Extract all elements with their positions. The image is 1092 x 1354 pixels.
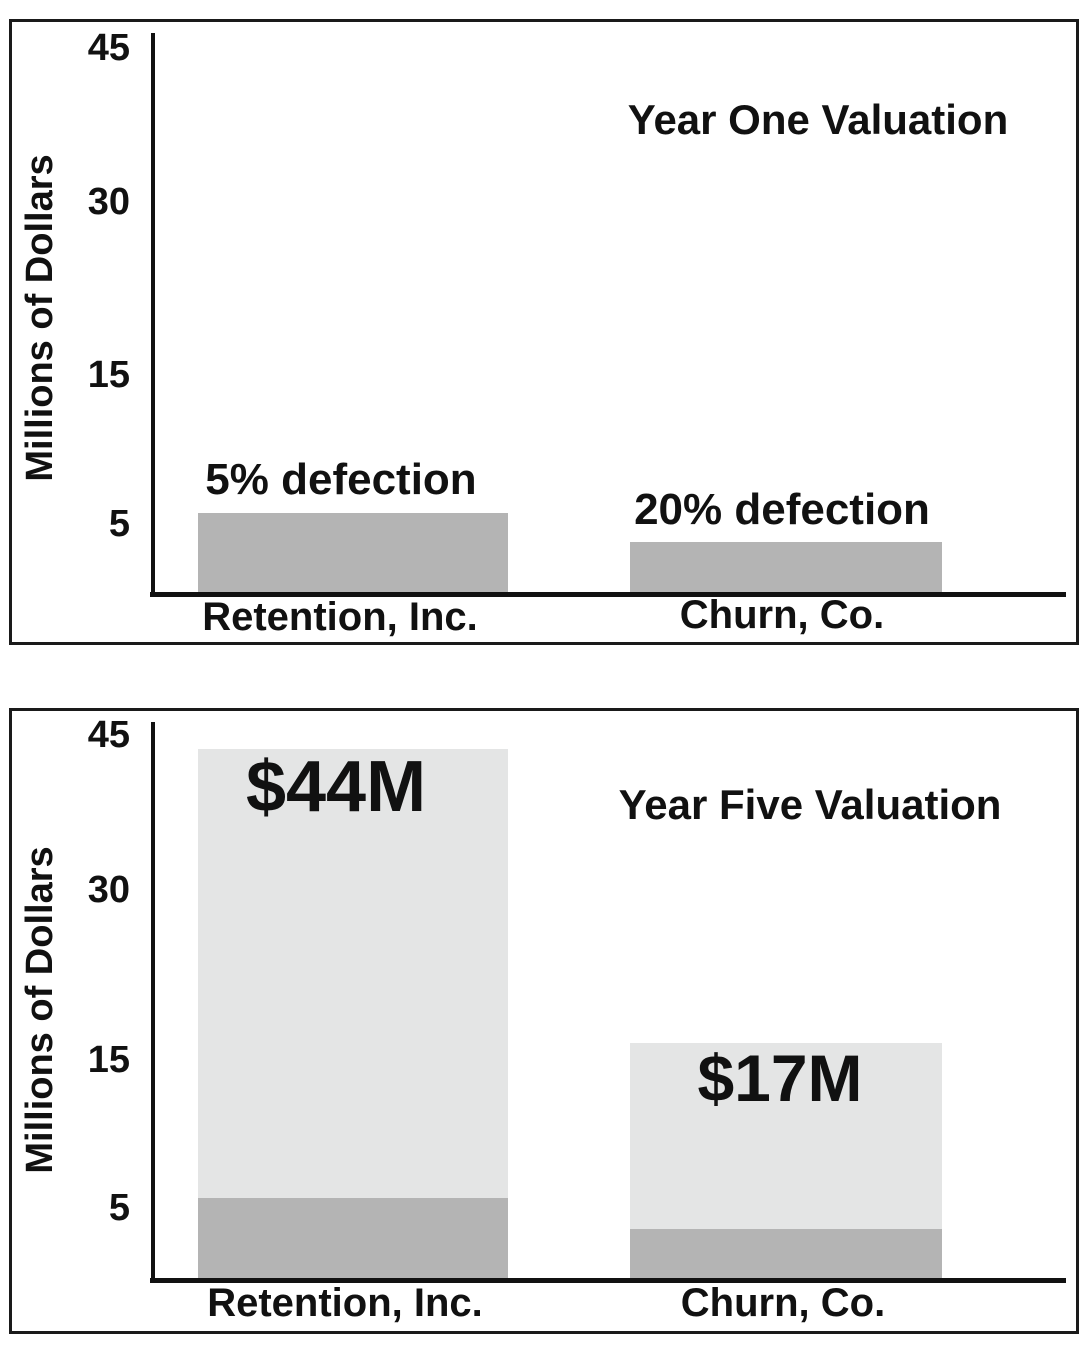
x-label-churn-co: Churn, Co.: [679, 593, 885, 637]
y-tick-15: 15: [87, 354, 130, 396]
y-axis-title: Millions of Dollars: [19, 154, 61, 482]
bar-annotation-17m: $17M: [697, 1041, 863, 1115]
bar-retention-inc: [198, 513, 508, 592]
y-axis-line: [151, 33, 155, 594]
y-tick-45: 45: [87, 714, 130, 756]
x-axis-line: [150, 592, 1066, 597]
x-label-churn-co: Churn, Co.: [680, 1281, 886, 1325]
stacked-bar-retention-inc: [198, 749, 508, 1278]
stacked-bar-churn-co: [630, 1043, 942, 1278]
chart-title: Year One Valuation: [627, 96, 1009, 143]
chart-plot-area: Millions of Dollars 45 30 15 5 Year Five…: [12, 711, 1076, 1331]
y-tick-30: 30: [87, 869, 130, 911]
y-axis-line: [151, 722, 155, 1280]
chart-plot-area: Millions of Dollars 45 30 15 5 Year One …: [12, 22, 1076, 642]
y-tick-5: 5: [108, 503, 130, 545]
bar-churn-co: [630, 542, 942, 592]
bar-segment-year-one-base: [198, 1198, 508, 1278]
bar-annotation-churn: 20% defection: [634, 485, 930, 534]
x-label-retention-inc: Retention, Inc.: [207, 1281, 483, 1325]
bar-annotation-retention: 5% defection: [205, 455, 477, 504]
y-tick-30: 30: [87, 181, 130, 223]
bar-segment-year-one-base: [630, 1229, 942, 1278]
x-axis-line: [150, 1278, 1066, 1283]
bar-segment-year-five-light: [198, 749, 508, 1198]
y-tick-45: 45: [87, 27, 130, 69]
x-label-retention-inc: Retention, Inc.: [202, 595, 478, 639]
bar-annotation-44m: $44M: [245, 747, 427, 827]
chart-title: Year Five Valuation: [618, 781, 1002, 828]
y-tick-5: 5: [108, 1187, 130, 1229]
bar-segment-year-five-light: [630, 1043, 942, 1229]
year-five-valuation-chart: Millions of Dollars 45 30 15 5 Year Five…: [9, 708, 1079, 1334]
year-one-valuation-chart: Millions of Dollars 45 30 15 5 Year One …: [9, 19, 1079, 645]
y-tick-15: 15: [87, 1039, 130, 1081]
y-axis-title: Millions of Dollars: [19, 846, 61, 1174]
